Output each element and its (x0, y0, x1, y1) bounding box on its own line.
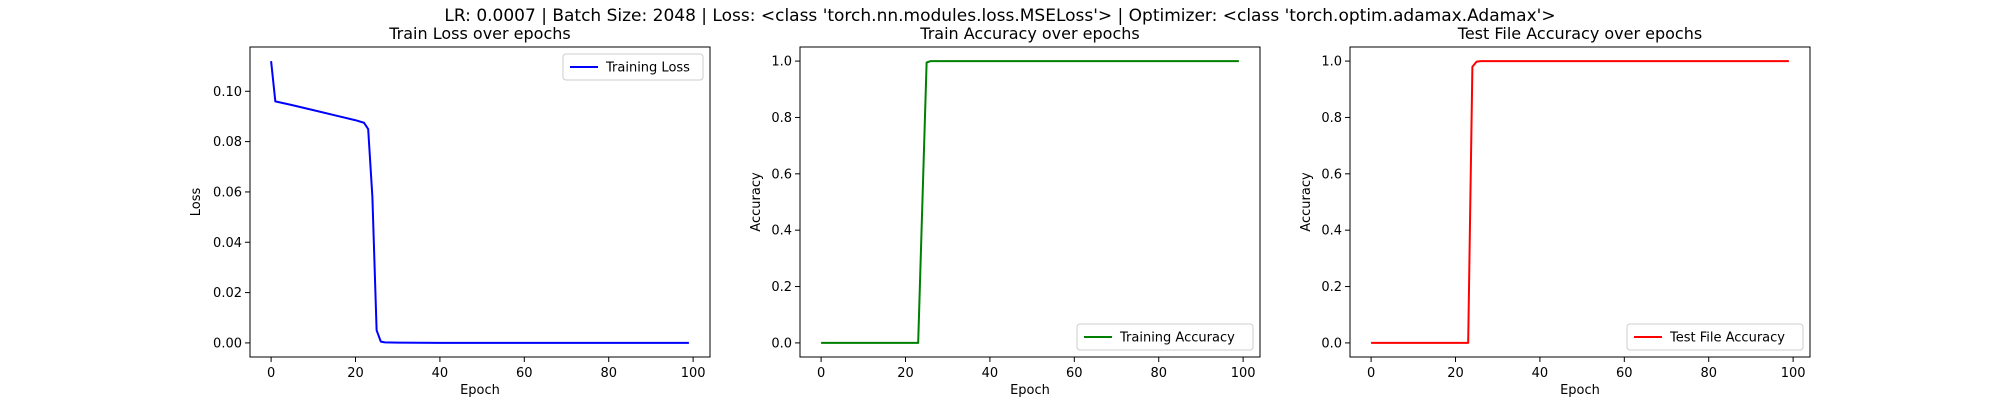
x-tick-label: 20 (1447, 366, 1464, 381)
x-tick-label: 20 (347, 366, 364, 381)
y-tick-label: 0.02 (213, 286, 242, 301)
y-tick-label: 1.0 (1321, 55, 1342, 70)
x-tick-label: 0 (1367, 366, 1375, 381)
y-tick-label: 0.0 (1321, 336, 1342, 351)
legend: Test File Accuracy (1626, 323, 1804, 351)
y-tick-label: 0.08 (213, 135, 242, 150)
x-tick-label: 0 (267, 366, 275, 381)
legend-label: Training Loss (605, 61, 690, 76)
x-tick-label: 40 (1532, 366, 1549, 381)
series-line-1 (1371, 60, 1789, 344)
y-tick-label: 0.10 (213, 85, 242, 100)
y-axis-label: Accuracy (749, 172, 764, 232)
legend-box (1076, 323, 1254, 351)
axes-frame (799, 46, 1261, 358)
chart-panel-2: 0 20 40 60 80 100 0.0 0.2 0.4 0.6 0.8 1.0 Train Accu… (749, 24, 1261, 398)
x-tick-label: 60 (1066, 366, 1083, 381)
chart-title: Train Loss over epochs (388, 24, 570, 43)
y-axis-label: Loss (189, 188, 204, 217)
y-tick-label: 0.0 (771, 336, 792, 351)
y-tick-label: 0.6 (771, 167, 792, 182)
y-tick-label: 0.4 (1321, 224, 1342, 239)
y-tick-label: 0.4 (771, 224, 792, 239)
legend-label: Test File Accuracy (1669, 331, 1785, 346)
series-line-1 (270, 60, 689, 344)
x-axis-label: Epoch (1560, 383, 1600, 398)
axes-frame (1349, 46, 1811, 358)
chart-title: Train Accuracy over epochs (919, 24, 1139, 43)
y-tick-label: 0.2 (771, 280, 792, 295)
y-tick-label: 0.8 (1321, 111, 1342, 126)
x-tick-label: 80 (1700, 366, 1717, 381)
x-tick-label: 20 (897, 366, 914, 381)
legend-label: Training Accuracy (1119, 331, 1235, 346)
legend-box (562, 53, 704, 81)
series-line-1 (821, 60, 1239, 344)
y-tick-label: 0.04 (213, 236, 242, 251)
y-tick-label: 0.06 (213, 185, 242, 200)
x-tick-label: 80 (600, 366, 617, 381)
x-tick-label: 60 (1616, 366, 1633, 381)
figure-suptitle: LR: 0.0007 | Batch Size: 2048 | Loss: <c… (444, 6, 1556, 26)
y-tick-label: 1.0 (771, 55, 792, 70)
chart-panel-3: 0 20 40 60 80 100 0.0 0.2 0.4 0.6 0.8 1.0 Test File … (1299, 24, 1811, 398)
x-tick-label: 100 (1231, 366, 1256, 381)
legend: Training Accuracy (1076, 323, 1254, 351)
y-axis-label: Accuracy (1299, 172, 1314, 232)
legend-box (1626, 323, 1804, 351)
y-tick-label: 0.8 (771, 111, 792, 126)
chart-title: Test File Accuracy over epochs (1457, 24, 1702, 43)
x-tick-label: 0 (817, 366, 825, 381)
x-tick-label: 100 (1781, 366, 1806, 381)
axes-frame (249, 46, 711, 358)
x-tick-label: 60 (516, 366, 533, 381)
y-tick-label: 0.6 (1321, 167, 1342, 182)
y-tick-label: 0.00 (213, 336, 242, 351)
x-axis-label: Epoch (1010, 383, 1050, 398)
legend: Training Loss (562, 53, 704, 81)
x-tick-label: 40 (432, 366, 449, 381)
x-axis-label: Epoch (460, 383, 500, 398)
x-tick-label: 80 (1150, 366, 1167, 381)
x-tick-label: 40 (982, 366, 999, 381)
x-tick-label: 100 (681, 366, 706, 381)
y-tick-label: 0.2 (1321, 280, 1342, 295)
chart-panel-1: 0 20 40 60 80 100 0.00 0.02 0.04 0.06 0.08 0.10 Trai… (189, 24, 711, 398)
